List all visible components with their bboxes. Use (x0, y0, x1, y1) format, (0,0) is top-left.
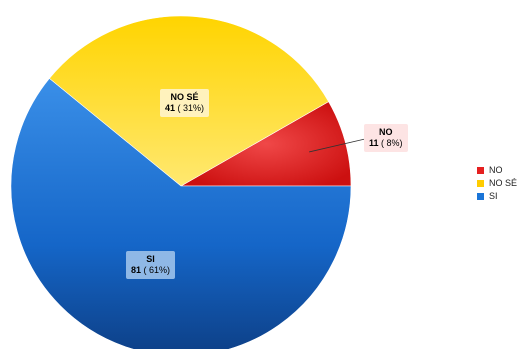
data-label-no: NO 11 ( 8%) (364, 124, 408, 152)
data-label-no-se: NO SÉ 41 ( 31%) (160, 89, 210, 117)
legend-swatch-no-se (477, 179, 484, 187)
legend-label-no: NO (489, 165, 503, 175)
pie-slice-no (179, 101, 352, 187)
legend-label-no-se: NO SÉ (489, 178, 517, 188)
data-label-no-value: 11 (369, 138, 379, 148)
data-label-si: SI 81 ( 61%) (126, 251, 176, 279)
legend-label-si: SI (489, 191, 498, 201)
leader-line-no (309, 138, 366, 153)
data-label-si-category: SI (146, 254, 155, 264)
legend-item-no: NO (477, 164, 517, 176)
legend: NO NO SÉ SI (477, 164, 517, 203)
data-label-no-se-category: NO SÉ (170, 92, 199, 102)
pie-slice-si (10, 78, 352, 349)
legend-swatch-si (477, 192, 484, 200)
data-label-no-percent: ( 8%) (381, 138, 403, 148)
data-label-si-value: 81 (131, 265, 142, 275)
legend-item-no-se: NO SÉ (477, 177, 517, 189)
data-label-si-percent: ( 61%) (143, 265, 171, 275)
data-label-no-se-value: 41 (165, 103, 176, 113)
legend-swatch-no (477, 166, 484, 174)
data-label-no-se-percent: ( 31%) (177, 103, 205, 113)
data-label-no-category: NO (379, 127, 393, 137)
legend-item-si: SI (477, 190, 517, 202)
